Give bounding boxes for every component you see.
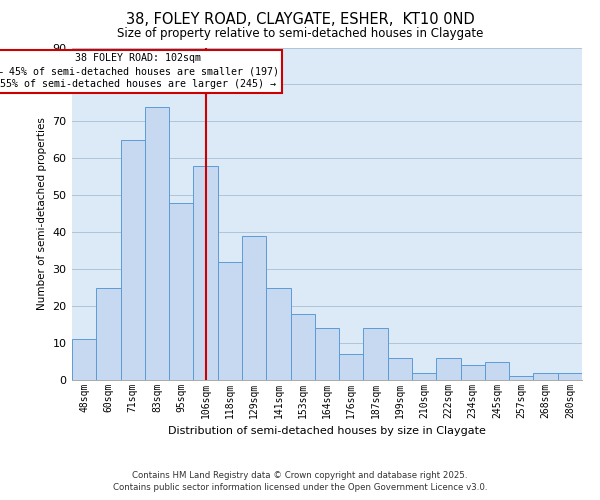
Y-axis label: Number of semi-detached properties: Number of semi-detached properties bbox=[37, 118, 47, 310]
Text: 38 FOLEY ROAD: 102sqm
← 45% of semi-detached houses are smaller (197)
55% of sem: 38 FOLEY ROAD: 102sqm ← 45% of semi-deta… bbox=[0, 53, 278, 90]
Bar bbox=[339, 354, 364, 380]
Bar bbox=[242, 236, 266, 380]
Bar bbox=[218, 262, 242, 380]
Bar bbox=[485, 362, 509, 380]
Bar bbox=[193, 166, 218, 380]
Text: 38, FOLEY ROAD, CLAYGATE, ESHER,  KT10 0ND: 38, FOLEY ROAD, CLAYGATE, ESHER, KT10 0N… bbox=[125, 12, 475, 28]
Bar bbox=[412, 372, 436, 380]
Bar bbox=[72, 340, 96, 380]
Bar bbox=[461, 365, 485, 380]
Bar bbox=[266, 288, 290, 380]
Bar bbox=[96, 288, 121, 380]
Bar bbox=[145, 106, 169, 380]
Bar bbox=[388, 358, 412, 380]
Bar bbox=[364, 328, 388, 380]
Bar bbox=[509, 376, 533, 380]
Bar bbox=[290, 314, 315, 380]
Bar bbox=[121, 140, 145, 380]
Text: Size of property relative to semi-detached houses in Claygate: Size of property relative to semi-detach… bbox=[117, 28, 483, 40]
Bar bbox=[169, 202, 193, 380]
Bar bbox=[533, 372, 558, 380]
Bar bbox=[558, 372, 582, 380]
Bar bbox=[436, 358, 461, 380]
X-axis label: Distribution of semi-detached houses by size in Claygate: Distribution of semi-detached houses by … bbox=[168, 426, 486, 436]
Text: Contains HM Land Registry data © Crown copyright and database right 2025.
Contai: Contains HM Land Registry data © Crown c… bbox=[113, 471, 487, 492]
Bar bbox=[315, 328, 339, 380]
